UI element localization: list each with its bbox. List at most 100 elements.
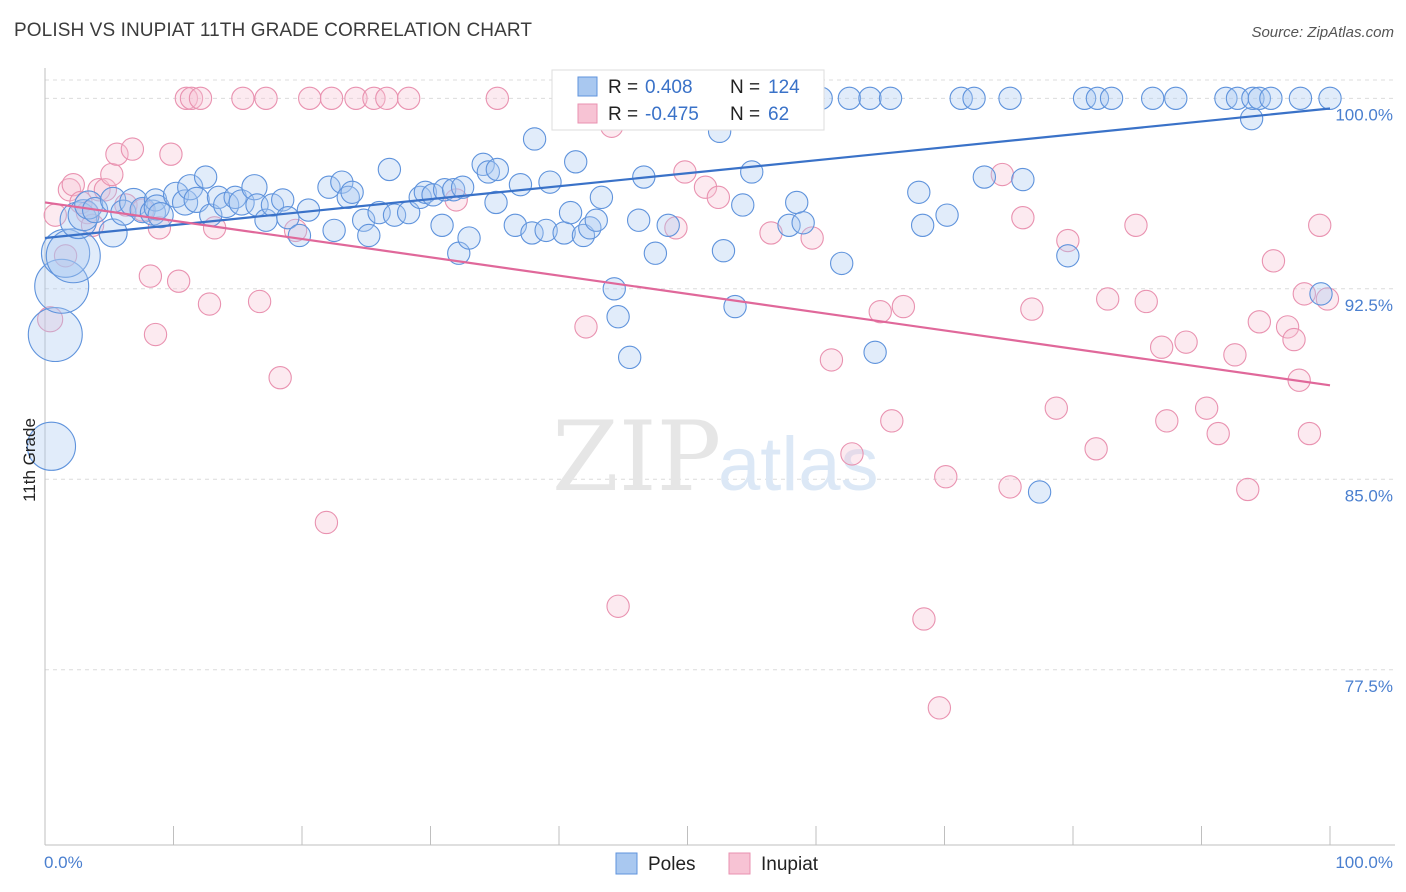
legend-swatch-inupiat xyxy=(577,103,598,124)
legend-n-value-poles: 124 xyxy=(768,77,800,98)
data-point xyxy=(362,86,386,111)
data-point xyxy=(1140,86,1165,111)
data-point xyxy=(1096,287,1120,311)
data-point xyxy=(450,175,475,199)
data-point xyxy=(476,160,501,184)
data-point xyxy=(606,305,630,329)
data-point xyxy=(1275,315,1300,339)
data-point xyxy=(1194,396,1219,420)
y-tick-label: 100.0% xyxy=(1335,105,1393,124)
data-point xyxy=(1288,86,1313,111)
data-point xyxy=(606,594,630,618)
data-point xyxy=(382,203,407,227)
data-point xyxy=(1292,282,1316,306)
grid xyxy=(45,79,1395,671)
data-point xyxy=(319,86,344,111)
data-point xyxy=(1236,477,1260,502)
data-point xyxy=(1056,244,1080,268)
data-point xyxy=(777,213,801,237)
data-point xyxy=(45,228,101,284)
data-point xyxy=(520,221,544,245)
data-point xyxy=(1223,343,1247,367)
bottom-legend-swatch-poles xyxy=(615,852,638,875)
data-point xyxy=(1072,86,1097,111)
data-point xyxy=(367,200,391,225)
watermark-zip: ZIP xyxy=(552,401,721,513)
x-tick-label: 100.0% xyxy=(1335,853,1393,872)
legend-r-value-poles: 0.408 xyxy=(645,77,693,98)
data-point xyxy=(120,137,145,161)
data-point xyxy=(322,218,346,243)
data-point xyxy=(740,160,764,184)
data-point xyxy=(643,241,668,265)
data-point xyxy=(800,226,824,250)
data-point xyxy=(711,239,736,263)
data-point xyxy=(87,178,111,202)
data-point xyxy=(138,264,163,288)
data-point xyxy=(791,211,815,235)
data-point xyxy=(1308,213,1332,237)
inupiat-points xyxy=(37,86,1340,720)
data-point xyxy=(1174,330,1198,354)
data-point xyxy=(589,185,614,210)
legend-n-label-poles: N = xyxy=(730,77,760,98)
data-point xyxy=(171,189,199,216)
legend-swatch-poles xyxy=(577,76,598,97)
data-point xyxy=(317,175,341,199)
data-point xyxy=(287,223,312,248)
data-point xyxy=(1247,310,1272,334)
inupiat-trend-line xyxy=(44,201,1331,387)
data-point xyxy=(1149,335,1174,359)
data-point xyxy=(1124,213,1148,237)
data-point xyxy=(602,277,626,301)
data-point xyxy=(298,86,322,111)
bottom-legend: Poles Inupiat xyxy=(615,852,819,875)
data-point xyxy=(268,365,292,390)
data-point xyxy=(626,208,651,232)
data-point xyxy=(617,345,642,370)
data-point xyxy=(1282,327,1306,352)
data-point xyxy=(314,510,339,535)
data-point xyxy=(330,170,354,194)
data-point xyxy=(564,150,588,174)
legend-n-value-inupiat: 62 xyxy=(768,104,789,125)
data-point xyxy=(340,180,364,204)
data-point xyxy=(907,180,931,204)
data-point xyxy=(558,200,583,225)
data-point xyxy=(534,218,558,243)
data-point xyxy=(1239,106,1264,131)
data-point xyxy=(1261,249,1286,273)
data-point xyxy=(1027,480,1052,504)
tick-labels: 77.5% 85.0% 92.5% 100.0% 0.0% 100.0% xyxy=(44,105,1393,872)
data-point xyxy=(759,221,783,245)
data-point xyxy=(375,86,399,111)
data-point xyxy=(254,86,278,111)
data-point xyxy=(1155,409,1179,433)
data-point xyxy=(1164,86,1188,111)
data-point xyxy=(693,175,718,199)
data-point xyxy=(1099,86,1124,111)
legend-r-label-inupiat: R = xyxy=(608,104,638,125)
data-point xyxy=(972,165,997,189)
data-point xyxy=(432,178,457,202)
poles-trend-line xyxy=(44,107,1331,240)
data-point xyxy=(1084,437,1108,461)
data-point xyxy=(910,213,935,237)
data-point xyxy=(1011,167,1035,192)
legend-r-value-inupiat: -0.475 xyxy=(645,104,699,125)
axes xyxy=(44,68,1395,846)
data-point xyxy=(927,696,952,720)
data-point xyxy=(457,226,481,250)
data-point xyxy=(241,174,268,201)
data-point xyxy=(1044,396,1068,420)
y-axis-label: 11th Grade xyxy=(20,418,39,502)
data-point xyxy=(840,442,864,466)
data-point xyxy=(522,127,547,151)
data-point xyxy=(819,348,844,372)
data-point xyxy=(935,203,959,227)
y-tick-label: 92.5% xyxy=(1345,296,1393,315)
data-point xyxy=(177,174,204,201)
legend-n-label-inupiat: N = xyxy=(730,104,760,125)
